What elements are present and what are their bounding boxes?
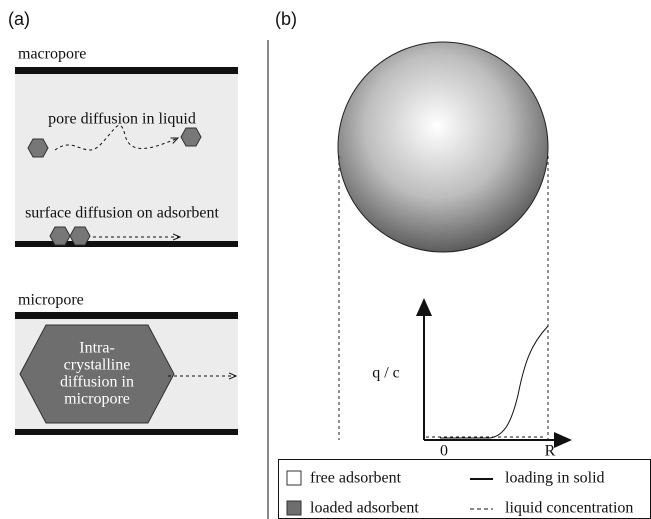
caption: pore diffusion in liquid <box>48 111 196 128</box>
panel-label: (b) <box>275 9 297 29</box>
crystal-text: crystalline <box>64 357 131 374</box>
diffusion-path <box>54 124 178 151</box>
crystal <box>19 324 175 424</box>
axis-label: R <box>545 443 556 460</box>
legend-swatch <box>286 470 302 486</box>
adsorbent-particle <box>337 41 549 253</box>
wall <box>15 67 238 74</box>
molecule <box>49 226 71 246</box>
crystal-text: Intra- <box>79 340 115 357</box>
pore-space <box>15 74 238 242</box>
molecule <box>180 127 202 147</box>
molecule <box>27 138 49 158</box>
legend-text: loading in solid <box>505 470 605 487</box>
crystal-text: diffusion in <box>60 374 134 391</box>
loading-curve <box>440 325 549 439</box>
legend-text: liquid concentration <box>505 500 633 517</box>
axis-label: q / c <box>372 365 400 382</box>
section-title: micropore <box>18 292 84 309</box>
caption: surface diffusion on adsorbent <box>25 205 219 222</box>
section-title: macropore <box>18 46 86 63</box>
molecule <box>69 226 91 246</box>
wall <box>15 312 238 319</box>
legend-text: free adsorbent <box>310 470 402 487</box>
wall <box>15 429 238 435</box>
panel-label: (a) <box>8 9 30 29</box>
legend-text: loaded adsorbent <box>310 500 419 517</box>
legend-swatch <box>286 500 302 516</box>
crystal-text: micropore <box>64 391 130 408</box>
wall <box>15 241 238 247</box>
axis-label: 0 <box>440 443 448 460</box>
